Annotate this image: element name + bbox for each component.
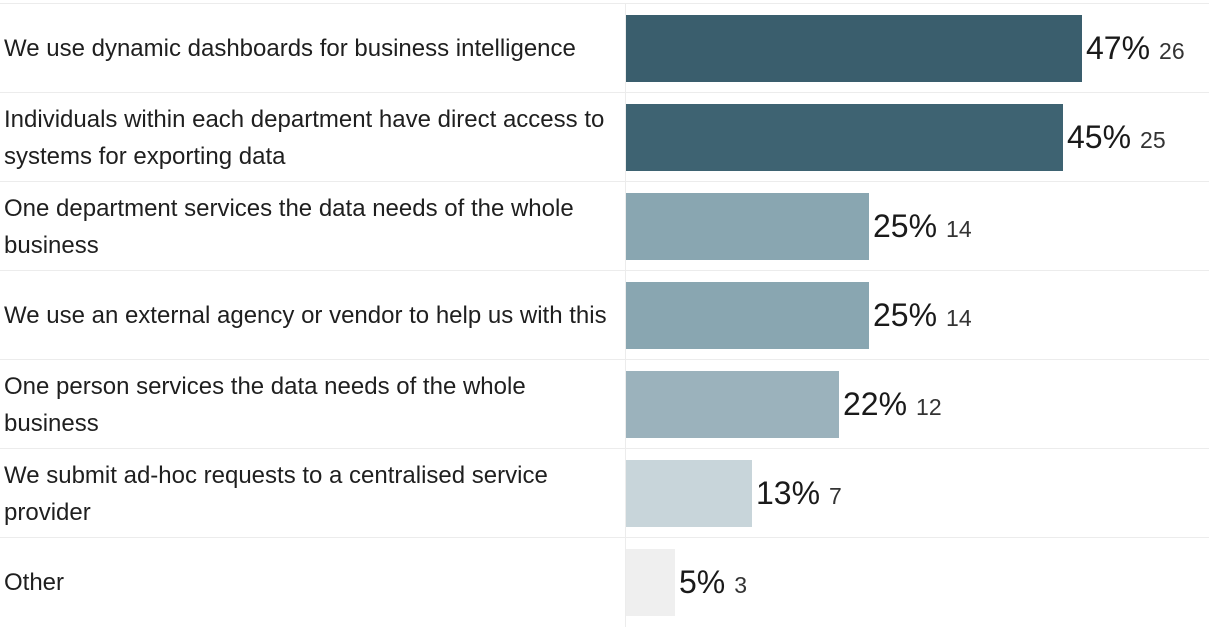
- percent-label: 22%: [843, 386, 908, 422]
- bar-row: We use an external agency or vendor to h…: [0, 270, 1209, 360]
- value-label: 47% 26: [1086, 15, 1185, 82]
- category-label: One person services the data needs of th…: [4, 372, 526, 437]
- bar-row: Individuals within each department have …: [0, 92, 1209, 182]
- row-divider: [625, 182, 626, 271]
- bar: [626, 371, 839, 438]
- value-label: 22% 12: [843, 371, 942, 438]
- bar-row: We submit ad-hoc requests to a centralis…: [0, 448, 1209, 538]
- percent-label: 5%: [679, 564, 726, 600]
- row-divider: [625, 93, 626, 182]
- value-label: 25% 14: [873, 193, 972, 260]
- category-label: Individuals within each department have …: [4, 105, 605, 170]
- value-label: 25% 14: [873, 282, 972, 349]
- row-divider: [625, 4, 626, 93]
- count-label: 14: [946, 216, 972, 242]
- count-label: 14: [946, 305, 972, 331]
- bar-row: One department services the data needs o…: [0, 181, 1209, 271]
- value-label: 5% 3: [679, 549, 747, 616]
- row-divider: [625, 360, 626, 449]
- row-divider: [625, 449, 626, 538]
- percent-label: 45%: [1067, 119, 1132, 155]
- value-label: 13% 7: [756, 460, 842, 527]
- percent-label: 13%: [756, 475, 821, 511]
- bar: [626, 104, 1063, 171]
- bar: [626, 15, 1082, 82]
- count-label: 7: [829, 483, 842, 509]
- count-label: 25: [1140, 127, 1166, 153]
- percent-label: 25%: [873, 208, 938, 244]
- count-label: 12: [916, 394, 942, 420]
- category-label: One department services the data needs o…: [4, 194, 574, 259]
- category-label: We submit ad-hoc requests to a centralis…: [4, 461, 548, 526]
- count-label: 3: [734, 572, 748, 598]
- category-label: We use an external agency or vendor to h…: [4, 302, 607, 329]
- percent-label: 25%: [873, 297, 938, 333]
- bar: [626, 282, 869, 349]
- count-label: 26: [1159, 38, 1185, 64]
- category-label: Other: [4, 569, 65, 596]
- row-divider: [625, 538, 626, 627]
- bar: [626, 549, 675, 616]
- category-label: We use dynamic dashboards for business i…: [4, 35, 576, 62]
- bar-row: One person services the data needs of th…: [0, 359, 1209, 449]
- bar-row: We use dynamic dashboards for business i…: [0, 3, 1209, 93]
- row-divider: [625, 271, 626, 360]
- value-label: 45% 25: [1067, 104, 1166, 171]
- percent-label: 47%: [1086, 30, 1151, 66]
- bar: [626, 193, 869, 260]
- bar-row: Other 5% 3: [0, 537, 1209, 627]
- bar: [626, 460, 752, 527]
